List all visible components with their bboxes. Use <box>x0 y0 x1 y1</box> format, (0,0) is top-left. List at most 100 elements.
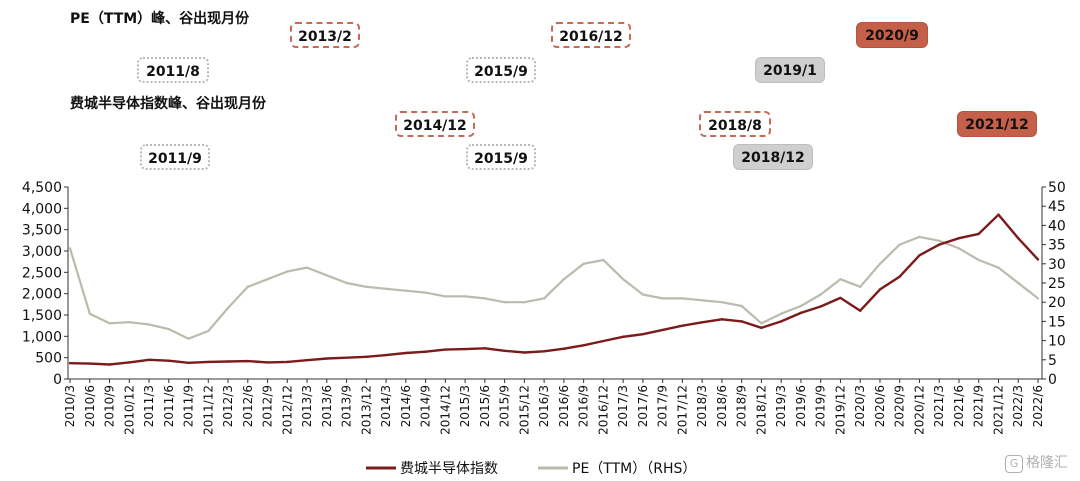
y-tick-label-left: 2,500 <box>22 265 62 281</box>
pe-title: PE（TTM）峰、谷出现月份 <box>70 11 250 27</box>
pe-point <box>463 295 467 298</box>
index-point <box>365 355 368 359</box>
x-tick-label: 2021/9 <box>972 385 986 427</box>
index-point <box>108 363 111 366</box>
watermark: G 格隆汇 <box>1005 452 1068 473</box>
y-tick-label-right: 20 <box>1048 295 1066 311</box>
pe-point <box>918 235 921 239</box>
x-tick-label: 2022/6 <box>1031 385 1045 427</box>
pe-point <box>720 301 724 304</box>
x-tick-label: 2011/6 <box>162 385 176 427</box>
pe-point <box>819 293 822 296</box>
y-tick-label-right: 0 <box>1048 372 1057 388</box>
pe-point <box>88 312 91 315</box>
watermark-text: 格隆汇 <box>1026 455 1068 471</box>
index-point <box>779 320 783 323</box>
x-tick-label: 2015/3 <box>458 385 472 427</box>
pe-point <box>542 297 546 300</box>
x-tick-label: 2019/3 <box>774 385 788 427</box>
x-tick-label: 2017/6 <box>636 385 650 427</box>
pe-point <box>997 266 1000 269</box>
y-tick-label-left: 2,000 <box>22 287 62 303</box>
x-tick-label: 2018/9 <box>735 385 749 427</box>
index-point <box>641 333 645 336</box>
index-point <box>700 321 704 324</box>
y-tick-label-left: 3,000 <box>22 244 62 260</box>
index-trough-badge-3: 2018/12 <box>733 144 813 170</box>
x-tick-label: 2019/12 <box>833 385 847 435</box>
pe-series-line <box>68 235 1039 340</box>
x-tick-label: 2011/12 <box>201 385 215 435</box>
legend-label-index: 费城半导体指数 <box>400 461 498 477</box>
x-tick-label: 2014/6 <box>399 385 413 427</box>
y-tick-label-right: 25 <box>1048 276 1066 292</box>
x-tick-label: 2013/12 <box>359 385 373 435</box>
index-point <box>839 296 842 300</box>
index-point <box>88 362 91 365</box>
x-tick-label: 2013/6 <box>320 385 334 427</box>
index-point <box>286 360 289 364</box>
x-tick-label: 2010/12 <box>122 385 136 435</box>
y-tick-label-left: 1,500 <box>22 308 62 324</box>
y-tick-label-right: 45 <box>1048 199 1066 215</box>
x-tick-label: 2010/3 <box>63 385 77 427</box>
x-tick-label: 2013/9 <box>340 385 354 427</box>
x-tick-label: 2012/9 <box>261 385 275 427</box>
index-point <box>602 339 605 343</box>
x-tick-label: 2015/9 <box>498 385 512 427</box>
x-tick-label: 2021/3 <box>932 385 946 427</box>
index-point <box>523 351 526 354</box>
pe-trough-badge-2: 2015/9 <box>466 57 536 83</box>
x-tick-label: 2022/3 <box>1011 385 1025 427</box>
index-point <box>1036 258 1040 261</box>
index-point <box>799 311 803 315</box>
x-tick-label: 2020/3 <box>853 385 867 427</box>
index-point <box>404 351 408 355</box>
pe-point <box>305 266 309 269</box>
x-tick-label: 2012/3 <box>221 385 235 427</box>
pe-point <box>108 322 111 325</box>
pe-point <box>128 320 131 324</box>
index-point <box>424 350 427 353</box>
index-point <box>740 320 743 323</box>
pe-point <box>779 312 783 315</box>
pe-point <box>345 281 348 285</box>
pe-point <box>641 293 645 296</box>
pe-point <box>602 258 605 262</box>
x-tick-label: 2016/3 <box>537 385 551 427</box>
index-point <box>68 362 72 365</box>
index-point <box>167 359 170 362</box>
index-point <box>305 359 309 362</box>
pe-point <box>167 327 170 331</box>
pe-point <box>1036 297 1040 300</box>
index-point <box>878 288 882 291</box>
x-tick-label: 2019/9 <box>814 385 828 427</box>
x-tick-label: 2012/12 <box>280 385 294 435</box>
pe-point <box>246 285 249 289</box>
legend-label-pe: PE（TTM）（RHS） <box>572 461 696 477</box>
pe-point <box>147 323 151 326</box>
x-tick-label: 2010/9 <box>103 385 117 427</box>
x-tick-label: 2018/3 <box>695 385 709 427</box>
pe-point <box>187 337 190 340</box>
y-tick-label-left: 0 <box>53 372 62 388</box>
x-tick-label: 2014/9 <box>419 385 433 427</box>
index-point <box>463 347 467 351</box>
pe-point <box>621 277 625 281</box>
y-tick-label-left: 500 <box>35 351 62 367</box>
pe-point <box>1017 281 1020 285</box>
x-tick-label: 2015/12 <box>517 385 531 435</box>
index-point <box>503 349 506 353</box>
x-tick-label: 2021/12 <box>991 385 1005 435</box>
index-point <box>819 305 822 308</box>
x-tick-label: 2017/3 <box>616 385 630 427</box>
pe-point <box>503 301 506 304</box>
y-tick-label-left: 3,500 <box>22 223 62 239</box>
pe-point <box>700 299 704 302</box>
pe-peak-badge-1: 2013/2 <box>290 22 360 48</box>
index-point <box>720 318 724 321</box>
index-peak-badge-3: 2021/12 <box>957 111 1037 137</box>
pe-point <box>523 301 526 304</box>
pe-point <box>859 285 862 289</box>
y-tick-label-right: 30 <box>1048 257 1066 273</box>
